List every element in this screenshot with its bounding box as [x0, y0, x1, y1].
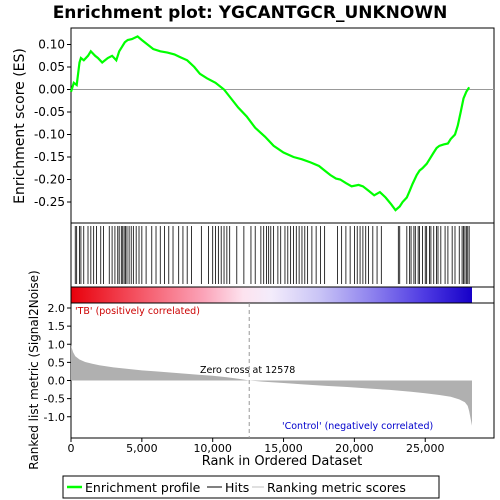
es-y-tick-label: -0.25 — [34, 195, 65, 209]
es-y-tick-label: -0.10 — [34, 128, 65, 142]
positive-correlation-label: 'TB' (positively correlated) — [75, 306, 200, 317]
metric-y-axis-label: Ranked list metric (Signal2Noise) — [27, 270, 41, 469]
metric-y-tick-label: -0.5 — [44, 393, 65, 406]
legend-box — [62, 475, 440, 499]
x-tick-label: 25,000 — [406, 442, 445, 455]
chart-title: Enrichment plot: YGCANTGCR_UNKNOWN — [53, 3, 448, 23]
es-y-tick-label: 0.10 — [38, 38, 65, 52]
es-y-axis: 0.10 0.05 0.00 -0.05 -0.10 -0.15 -0.20 -0.25 — [34, 38, 71, 209]
enrichment-profile-line — [69, 35, 471, 212]
metric-y-tick-label: 1.5 — [48, 320, 66, 333]
x-tick-label: 0 — [68, 442, 75, 455]
hits-marks — [74, 226, 470, 284]
legend-profile-label: Enrichment profile — [85, 480, 201, 495]
es-panel: 0.10 0.05 0.00 -0.05 -0.10 -0.15 -0.20 -0.25 En… — [12, 27, 495, 224]
es-y-tick-label: -0.15 — [34, 150, 65, 164]
metric-y-axis: 2.0 1.5 1.0 0.5 0.0 -0.5 -1.0 — [44, 302, 71, 424]
zero-cross-label: Zero cross at 12578 — [200, 365, 295, 376]
metric-y-tick-label: 2.0 — [48, 302, 66, 315]
x-tick-label: 20,000 — [335, 442, 374, 455]
x-axis-label: Rank in Ordered Dataset — [202, 454, 363, 469]
x-tick-label: 10,000 — [193, 442, 232, 455]
es-y-tick-label: 0.05 — [38, 60, 65, 74]
metric-y-tick-label: -1.0 — [44, 411, 65, 424]
es-y-tick-label: 0.00 — [38, 83, 65, 97]
legend-hits-label: Hits — [225, 480, 249, 495]
legend: Enrichment profile Hits Ranking metric s… — [62, 475, 440, 499]
metric-y-tick-label: 0.0 — [48, 375, 66, 388]
x-tick-label: 5,000 — [126, 442, 158, 455]
legend-metric-label: Ranking metric scores — [267, 480, 406, 495]
es-plot-frame — [70, 27, 495, 224]
metric-y-tick-label: 1.0 — [48, 338, 66, 351]
metric-panel: 2.0 1.5 1.0 0.5 0.0 -0.5 -1.0 0 5,000 10,000 15,0… — [27, 270, 495, 470]
hits-panel — [70, 222, 495, 288]
x-tick-label: 15,000 — [264, 442, 303, 455]
ranking-color-bar — [71, 287, 472, 303]
es-y-tick-label: -0.05 — [34, 105, 65, 119]
negative-correlation-label: 'Control' (negatively correlated) — [282, 421, 433, 432]
es-y-tick-label: -0.20 — [34, 173, 65, 187]
metric-x-axis: 0 5,000 10,000 15,000 20,000 25,000 — [68, 438, 445, 455]
ranking-metric-area — [71, 344, 472, 426]
metric-y-tick-label: 0.5 — [48, 356, 66, 369]
es-y-axis-label: Enrichment score (ES) — [12, 48, 28, 204]
